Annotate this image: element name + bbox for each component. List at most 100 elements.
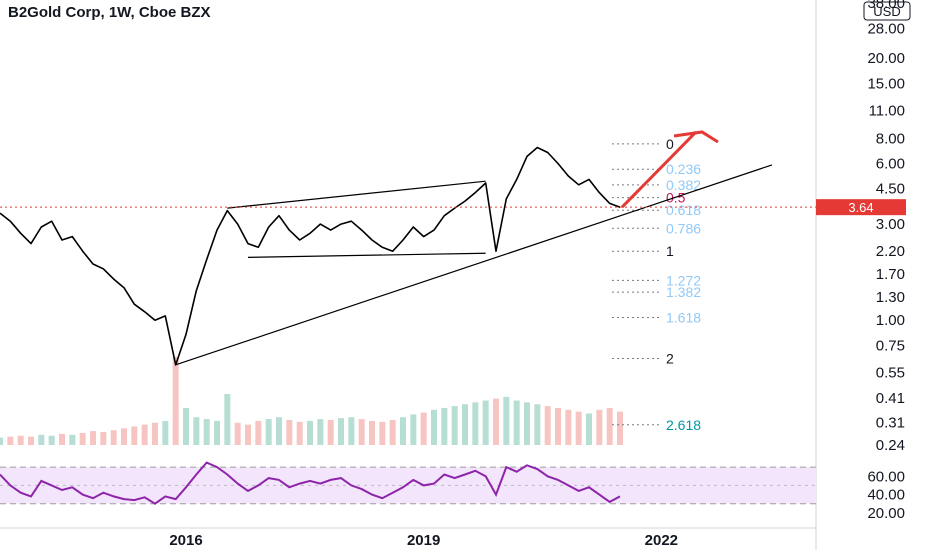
volume-bar [162, 420, 169, 445]
volume-bar [48, 435, 55, 445]
volume-bar [131, 426, 138, 445]
price-axis-tick-label: 0.31 [876, 415, 905, 432]
price-axis-tick-label: 0.75 [876, 337, 905, 354]
price-axis-tick-label: 1.70 [876, 266, 905, 283]
volume-bar [59, 433, 65, 445]
volume-bar [369, 420, 375, 445]
volume-bar [400, 417, 406, 445]
volume-bar [544, 406, 551, 445]
rsi-axis-tick-label: 20.00 [867, 505, 905, 522]
drawings[interactable] [175, 130, 773, 366]
volume-bar [234, 422, 241, 445]
time-axis-tick-label: 2019 [407, 532, 440, 549]
volume-bar [17, 435, 24, 445]
volume-bar [586, 413, 592, 445]
price-axis-tick-label: 2.20 [876, 243, 905, 260]
volume-bar [110, 430, 117, 445]
projection-arrow-head [673, 130, 719, 144]
volume-bar [296, 421, 303, 445]
price-axis-tick-label: 8.00 [876, 130, 905, 147]
price-axis-tick-label: 1.00 [876, 312, 905, 329]
volume-bar [183, 407, 189, 445]
volume-bar [565, 409, 572, 445]
volume-bar [338, 418, 344, 445]
price-axis[interactable]: 38.00 28.00 20.00 15.00 11.00 8.00 6.00 4.50 3.0… [867, 0, 905, 454]
time-axis-tick-label: 2022 [645, 532, 678, 549]
current-price-tag [816, 199, 906, 216]
volume-bar [79, 432, 86, 445]
projection-arrow-shaft [620, 130, 698, 209]
volume-bar [431, 409, 437, 445]
volume-bar [379, 421, 386, 445]
volume-bar [472, 402, 479, 445]
time-axis[interactable]: 2016 2019 2022 [169, 532, 678, 549]
rsi-line-group [0, 461, 621, 505]
fib-level-label: 2 [666, 350, 674, 366]
volume-bar [327, 419, 334, 445]
time-axis-tick-label: 2016 [169, 532, 202, 549]
fib-level-label: 0.618 [666, 202, 701, 218]
price-axis-tick-label: 0.24 [876, 437, 905, 454]
price-axis-tick-label: 11.00 [869, 102, 905, 119]
rsi-line [0, 461, 621, 505]
price-axis-tick-label: 4.50 [876, 181, 905, 198]
volume-bar [606, 407, 613, 445]
volume-bar [534, 404, 541, 445]
volume-bar [617, 411, 623, 445]
volume-bar [493, 398, 499, 445]
price-axis-tick-label: 1.30 [876, 289, 905, 306]
fib-levels[interactable]: 00.2360.3820.50.6180.78611.2721.3821.618… [612, 136, 701, 433]
volume-bar [245, 424, 251, 445]
volume-bar [307, 420, 313, 445]
support-trendline [175, 164, 773, 366]
volume-bar [389, 419, 396, 445]
volume-bar [441, 407, 448, 445]
volume-bar [7, 436, 14, 445]
volume-bar [203, 419, 210, 445]
volume-bar [90, 431, 96, 445]
current-price-tag-label: 3.64 [848, 200, 873, 215]
rsi-band [0, 466, 816, 505]
price-axis-tick-label: 20.00 [867, 50, 905, 67]
rsi-axis-tick-label: 40.00 [867, 487, 905, 504]
volume-bar [172, 357, 179, 445]
channel-lower-line [247, 252, 486, 258]
fib-level-label: 0 [666, 136, 674, 152]
volume-bar [420, 412, 427, 445]
volume-bar [286, 419, 293, 445]
volume-bar [575, 411, 582, 445]
volume-bar [265, 419, 272, 445]
volume-bar [224, 394, 231, 445]
volume-bar [152, 422, 158, 445]
volume-bar [358, 419, 365, 445]
volume-bar [482, 400, 489, 445]
volume-bar [121, 428, 127, 445]
volume-bar [100, 432, 107, 445]
fib-level-label: 2.618 [666, 417, 701, 433]
price-axis-tick-label: 15.00 [867, 75, 905, 92]
fib-level-label: 1 [666, 243, 674, 259]
volume-bar [193, 417, 200, 445]
price-axis-tick-label: 3.00 [876, 216, 905, 233]
fib-level-label: 1.618 [666, 310, 701, 326]
price-axis-tick-label: 0.55 [876, 364, 905, 381]
volume-bar [513, 400, 520, 445]
volume-bar [214, 420, 220, 445]
volume-bar [0, 437, 3, 445]
fib-level-label: 0.382 [666, 177, 701, 193]
currency-label: USD [873, 4, 900, 19]
volume-bar [141, 424, 148, 445]
currency-box[interactable] [863, 1, 911, 21]
volume-bar [503, 396, 510, 445]
fib-level-label: 0.786 [666, 220, 701, 236]
channel-upper-line [227, 180, 486, 209]
fib-level-label: 1.382 [666, 284, 701, 300]
volume-bar [255, 420, 262, 445]
fib-level-label: 1.272 [666, 272, 701, 288]
price-axis-tick-label: 38.00 [867, 0, 905, 12]
price-axis-tick-label: 0.41 [876, 390, 905, 407]
volume-bar [348, 417, 355, 445]
